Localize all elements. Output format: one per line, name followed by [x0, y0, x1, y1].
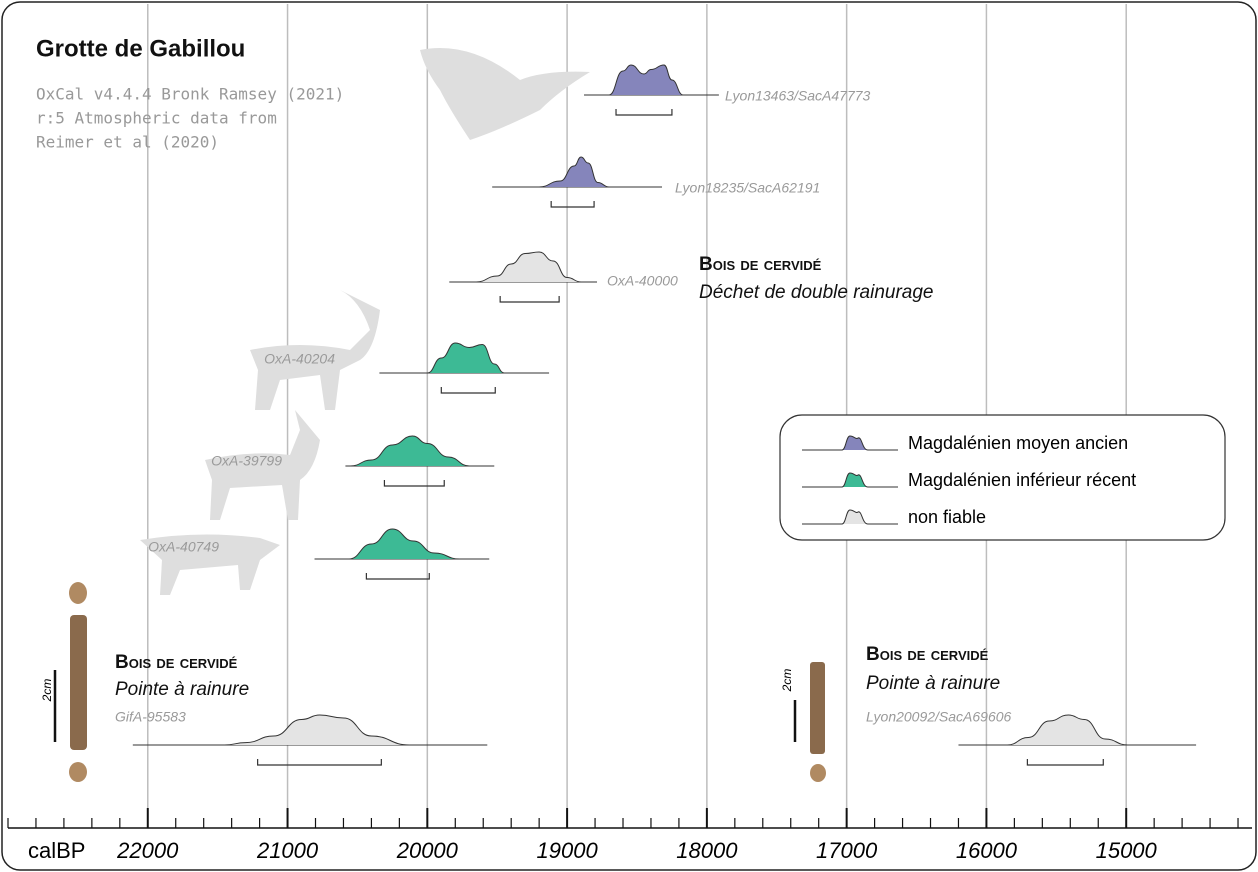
annotation-text: Pointe à rainure [866, 673, 1000, 694]
artefact [69, 762, 87, 782]
artefact [810, 662, 825, 754]
x-axis-label: calBP [28, 838, 85, 863]
sample-label: Lyon20092/SacA69606 [866, 709, 1012, 725]
sample-label: OxA-40000 [607, 273, 678, 289]
annotation-heading: Bois de cervidé [115, 652, 238, 673]
subtitle: OxCal v4.4.4 Bronk Ramsey (2021) [36, 85, 344, 104]
legend-label: Magdalénien inférieur récent [908, 470, 1136, 490]
sample-label: GifA-95583 [115, 709, 186, 725]
legend-label: non fiable [908, 507, 986, 527]
x-tick-label: 21000 [256, 838, 319, 863]
artefact [69, 582, 87, 604]
x-tick-label: 16000 [956, 838, 1018, 863]
x-tick-label: 22000 [116, 838, 179, 863]
x-tick-label: 18000 [676, 838, 738, 863]
chart-title: Grotte de Gabillou [36, 35, 245, 62]
annotation-heading: Bois de cervidé [699, 254, 822, 275]
x-tick-label: 19000 [537, 838, 599, 863]
scale-label: 2cm [780, 669, 794, 693]
annotation-text: Déchet de double rainurage [699, 282, 934, 303]
subtitle: Reimer et al (2020) [36, 133, 219, 152]
sample-label: OxA-39799 [211, 453, 282, 469]
annotation-heading: Bois de cervidé [866, 644, 989, 665]
sample-label: Lyon18235/SacA62191 [675, 180, 820, 196]
artefact [810, 764, 826, 782]
sample-label: OxA-40749 [148, 539, 219, 555]
scale-label: 2cm [40, 679, 54, 703]
annotation-text: Pointe à rainure [115, 679, 249, 700]
legend-label: Magdalénien moyen ancien [908, 433, 1128, 453]
subtitle: r:5 Atmospheric data from [36, 109, 277, 128]
x-tick-label: 17000 [816, 838, 878, 863]
chart: Grotte de Gabillou OxCal v4.4.4 Bronk Ra… [0, 0, 1258, 872]
sample-label: Lyon13463/SacA47773 [725, 88, 871, 104]
artefact [70, 615, 87, 750]
sample-label: OxA-40204 [264, 351, 335, 367]
x-tick-label: 20000 [396, 838, 459, 863]
x-tick-label: 15000 [1096, 838, 1158, 863]
